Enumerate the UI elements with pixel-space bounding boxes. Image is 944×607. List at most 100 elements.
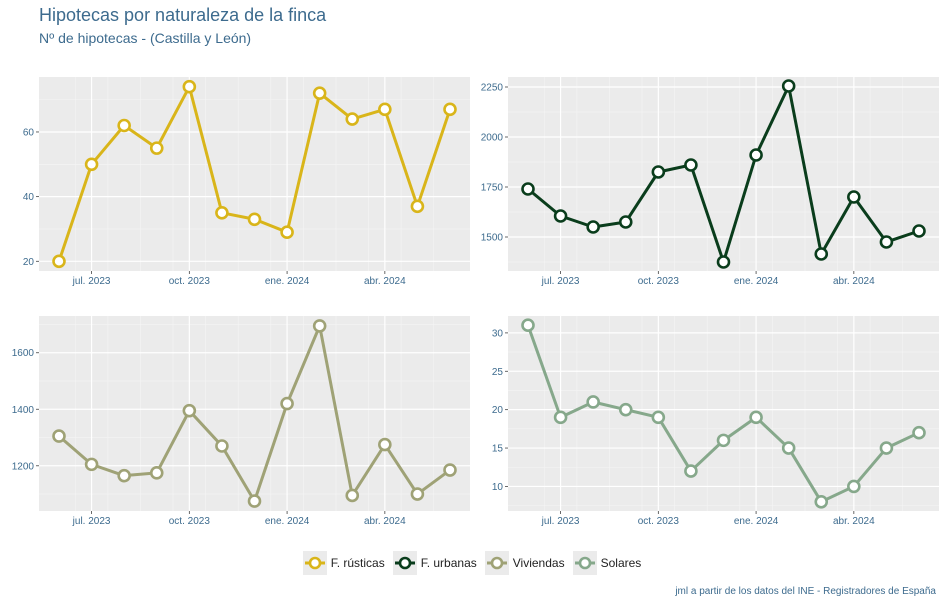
y-tick-label: 1400 xyxy=(12,405,35,416)
x-tick-label: abr. 2024 xyxy=(364,516,406,527)
panel-background xyxy=(508,316,939,511)
x-tick-label: ene. 2024 xyxy=(265,276,310,287)
y-tick-label: 20 xyxy=(23,257,35,268)
data-point xyxy=(182,79,197,94)
data-point xyxy=(553,209,568,223)
data-point xyxy=(84,157,99,172)
x-tick-label: oct. 2023 xyxy=(638,276,680,287)
y-tick-label: 1500 xyxy=(481,233,504,244)
data-point xyxy=(378,102,392,117)
legend-label: Solares xyxy=(600,556,642,570)
data-point xyxy=(814,494,829,509)
data-point xyxy=(247,494,262,508)
y-tick-label: 1750 xyxy=(481,183,504,194)
data-point xyxy=(553,410,568,425)
data-point xyxy=(586,220,600,234)
data-point xyxy=(312,86,327,100)
legend-key-solares xyxy=(572,551,597,575)
data-point xyxy=(814,247,829,261)
data-point xyxy=(247,212,262,227)
y-tick-label: 2250 xyxy=(481,83,504,94)
x-tick-label: ene. 2024 xyxy=(265,516,310,527)
y-tick-label: 1200 xyxy=(12,461,35,472)
data-point xyxy=(618,215,633,229)
data-point xyxy=(345,112,360,126)
panel-background xyxy=(39,316,470,511)
y-tick-label: 10 xyxy=(492,482,504,493)
data-point xyxy=(117,468,131,483)
x-tick-label: abr. 2024 xyxy=(833,516,875,527)
data-point xyxy=(716,433,731,448)
x-tick-label: ene. 2024 xyxy=(734,276,779,287)
y-tick-label: 2000 xyxy=(481,133,504,144)
data-point xyxy=(312,319,327,333)
legend-point xyxy=(398,556,412,570)
legend-label: F. rústicas xyxy=(330,556,385,570)
x-tick-label: jul. 2023 xyxy=(72,516,111,527)
data-point xyxy=(443,102,457,117)
legend-label: F. urbanas xyxy=(420,556,477,570)
chart-subtitle: Nº de hipotecas - (Castilla y León) xyxy=(39,30,252,46)
source-caption: jml a partir de los datos del INE - Regi… xyxy=(675,586,936,597)
data-point xyxy=(345,488,360,503)
data-point xyxy=(684,158,698,172)
y-tick-label: 60 xyxy=(23,127,35,138)
panel-background xyxy=(39,77,470,271)
panel-f-rusticas: 20 40 60 jul. 2023 oct. 2023 ene. 2024 abr. 20… xyxy=(23,77,470,287)
data-point xyxy=(52,429,66,443)
legend-key-viviendas xyxy=(484,551,509,575)
legend-point xyxy=(308,556,322,570)
x-tick-label: jul. 2023 xyxy=(72,276,111,287)
data-point xyxy=(749,410,763,425)
data-point xyxy=(280,225,294,239)
y-tick-label: 40 xyxy=(23,192,35,203)
data-point xyxy=(879,235,894,249)
y-tick-label: 20 xyxy=(492,405,504,416)
x-tick-label: abr. 2024 xyxy=(364,276,406,287)
data-point xyxy=(410,199,425,214)
x-tick-label: jul. 2023 xyxy=(541,276,580,287)
y-tick-label: 1600 xyxy=(12,348,35,359)
panel-viviendas: 1200 1400 1600 jul. 2023 oct. 2023 ene. 2024 a… xyxy=(12,316,470,527)
x-tick-label: oct. 2023 xyxy=(638,516,680,527)
data-point xyxy=(847,479,861,494)
y-tick-label: 30 xyxy=(492,328,504,339)
data-point xyxy=(586,395,600,409)
legend-key-urbanas xyxy=(392,551,417,575)
chart-title: Hipotecas por naturaleza de la finca xyxy=(39,5,327,25)
x-tick-label: oct. 2023 xyxy=(169,516,211,527)
data-point xyxy=(521,182,535,196)
data-point xyxy=(117,118,131,133)
data-point xyxy=(280,396,294,411)
legend-point xyxy=(490,556,504,570)
data-point xyxy=(716,255,731,269)
legend-item-viviendas: Viviendas xyxy=(484,551,565,575)
x-tick-label: abr. 2024 xyxy=(833,276,875,287)
legend-item-urbanas: F. urbanas xyxy=(392,551,477,575)
legend-label: Viviendas xyxy=(512,556,565,570)
data-point xyxy=(618,402,633,417)
data-point xyxy=(521,318,535,333)
x-tick-label: oct. 2023 xyxy=(169,276,211,287)
data-point xyxy=(651,410,666,425)
data-point xyxy=(781,441,796,455)
data-point xyxy=(378,437,392,452)
panel-background xyxy=(508,77,939,271)
data-point xyxy=(781,79,796,93)
legend-key-rusticas xyxy=(302,551,327,575)
data-point xyxy=(52,254,66,269)
data-point xyxy=(215,206,229,220)
x-tick-label: jul. 2023 xyxy=(541,516,580,527)
data-point xyxy=(182,403,197,418)
data-point xyxy=(84,457,99,472)
data-point xyxy=(443,463,457,477)
panel-f-urbanas: 1500 1750 2000 2250 jul. 2023 oct. 2023 ene. 2… xyxy=(481,77,939,287)
data-point xyxy=(847,190,861,204)
x-tick-label: ene. 2024 xyxy=(734,516,779,527)
data-point xyxy=(149,466,164,480)
data-point xyxy=(912,425,926,440)
data-point xyxy=(684,464,698,478)
y-tick-label: 15 xyxy=(492,444,504,455)
data-point xyxy=(912,224,926,238)
